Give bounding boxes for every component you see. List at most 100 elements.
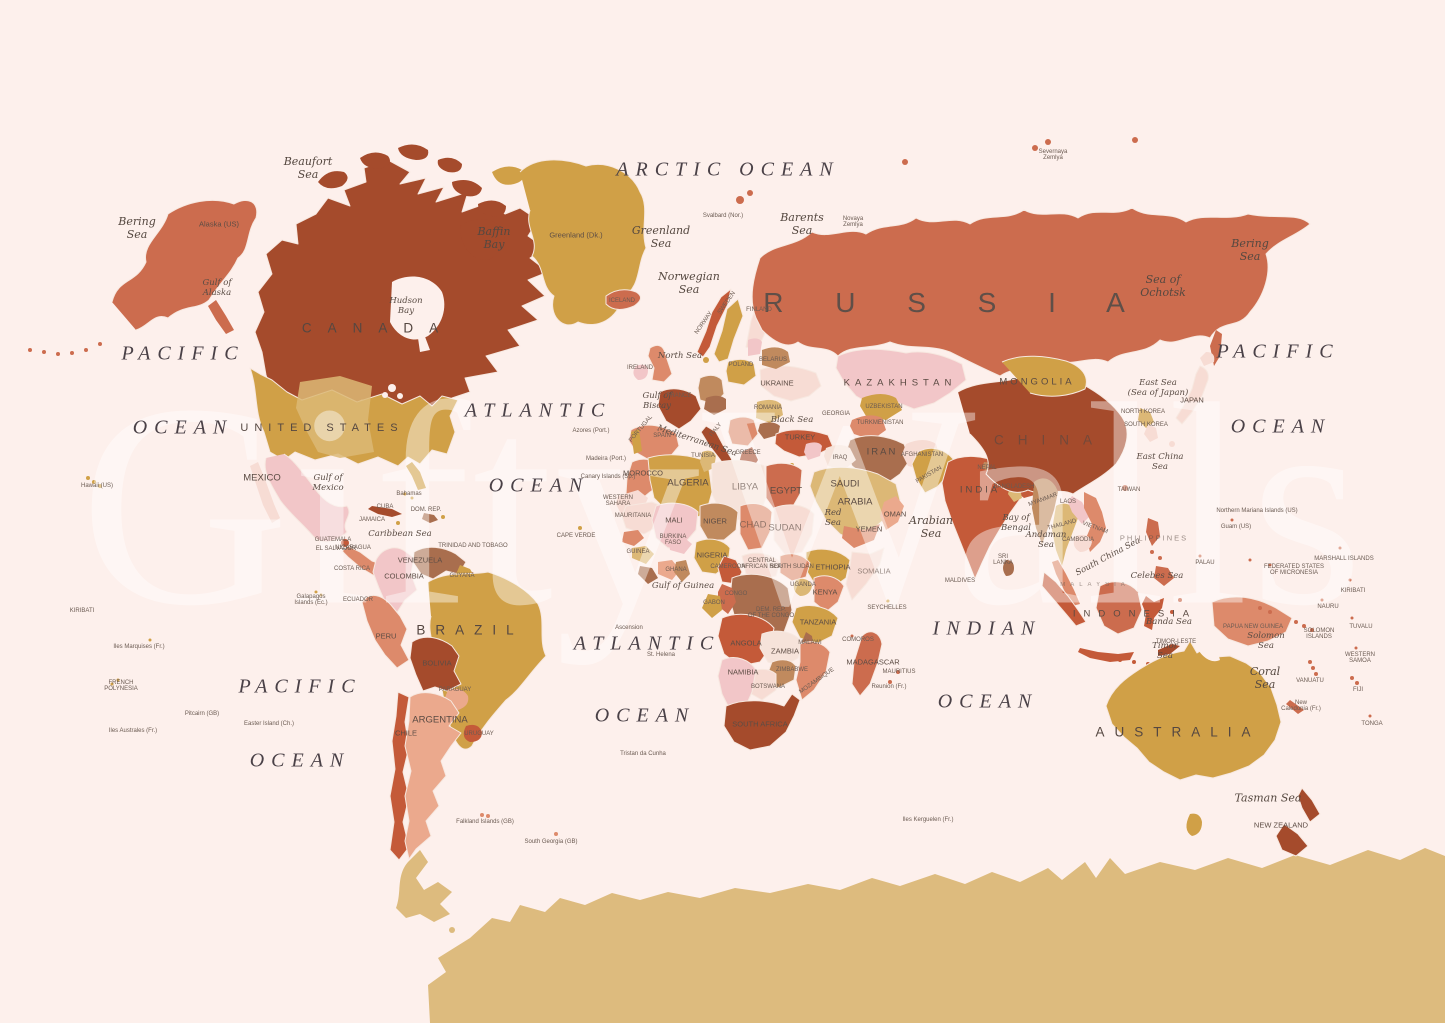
egypt [765, 462, 803, 513]
new-guinea [1211, 596, 1293, 647]
galapagos-island [319, 593, 323, 597]
puerto-rico [441, 515, 445, 519]
hudson-bay-water [390, 276, 445, 340]
japan-honshu [1175, 365, 1209, 425]
bismarck-island [1258, 606, 1262, 610]
reunion-island [888, 680, 892, 684]
cape-verde-island [578, 526, 582, 530]
antarctic-island [449, 927, 455, 933]
landmass-australia [1105, 640, 1282, 781]
seychelles-island [886, 599, 890, 603]
uruguay [463, 724, 482, 742]
palau-island [1198, 554, 1202, 558]
nauru-island [1320, 598, 1324, 602]
peru [361, 594, 410, 669]
maluku-island [1178, 598, 1182, 602]
alaska-panhandle [208, 300, 234, 334]
falkland-island [480, 813, 484, 817]
philippines-island [1158, 556, 1162, 560]
chad [739, 503, 773, 551]
austria-czechia [704, 395, 726, 415]
madagascar [851, 631, 883, 697]
burkina-faso [668, 536, 692, 554]
portugal [631, 429, 642, 454]
hawaii-island [86, 476, 90, 480]
severnaya-zemlya-island [1032, 145, 1038, 151]
vietnam [1084, 492, 1106, 552]
bolivia [409, 636, 462, 692]
micronesia-island [1268, 563, 1272, 567]
landmass-russia [751, 207, 1311, 377]
balkans [727, 416, 759, 447]
kazakhstan [835, 348, 967, 410]
sulawesi [1142, 596, 1164, 630]
sri-lanka [1003, 560, 1014, 576]
mongolia [1001, 355, 1087, 397]
solomon-island [1294, 620, 1298, 624]
ellesmere-island [492, 166, 524, 185]
argentina [404, 692, 462, 860]
landmass-alaska [111, 199, 258, 331]
arctic-island [478, 200, 506, 217]
marshall-island [1338, 546, 1342, 550]
marquesas-island [148, 638, 152, 642]
fiji-island [1350, 676, 1354, 680]
south-sudan [779, 553, 811, 582]
novaya-zemlya [900, 224, 930, 260]
pakistan [911, 447, 955, 494]
ukraine [759, 365, 822, 402]
iraq [824, 445, 856, 470]
malay-peninsula [1052, 560, 1080, 606]
south-africa [723, 693, 801, 751]
java [1078, 648, 1134, 662]
aleutian-island [56, 352, 60, 356]
aleutian-island [42, 350, 46, 354]
bulgaria [758, 422, 780, 439]
japan-hokkaido [1200, 352, 1215, 366]
bahamas-island [403, 492, 407, 496]
comoros-island [850, 634, 854, 638]
new-siberian-island [1132, 137, 1138, 143]
venezuela [412, 546, 467, 580]
myanmar [1032, 478, 1058, 544]
lesser-sunda-island [1118, 658, 1122, 662]
sumatra [1041, 571, 1087, 627]
south-korea [1144, 424, 1158, 442]
tuvalu-island [1350, 616, 1354, 620]
james-bay-water [418, 334, 430, 352]
turkey [774, 429, 834, 458]
hawaii-island [98, 484, 102, 488]
cambodia [1073, 534, 1092, 552]
borneo [1095, 581, 1143, 635]
saudi-arabia [809, 466, 901, 543]
cuba [368, 506, 402, 517]
svalbard-island [747, 190, 753, 196]
bismarck-island [1268, 610, 1272, 614]
turkmenistan [850, 415, 886, 440]
ivory-coast [658, 560, 680, 580]
baffin-island [460, 219, 505, 260]
arctic-island [398, 144, 429, 160]
arctic-island [318, 171, 348, 189]
sweden [713, 298, 744, 363]
mauritius-island [896, 670, 900, 674]
vanuatu-island [1308, 660, 1312, 664]
denmark [703, 357, 709, 363]
kiribati-island [1348, 578, 1352, 582]
norway [696, 288, 732, 358]
uganda [793, 578, 812, 596]
kenya [813, 575, 845, 613]
syria-jordan [804, 442, 822, 460]
philippines-island [1150, 550, 1154, 554]
baja-california [250, 462, 280, 523]
severnaya-zemlya-island [1045, 139, 1051, 145]
japan-kyushu [1169, 441, 1175, 447]
antarctic-island [467, 939, 473, 945]
france [657, 388, 702, 430]
great-lake [397, 393, 403, 399]
aleutian-island [98, 342, 102, 346]
niger [699, 502, 739, 541]
great-lake [388, 384, 396, 392]
